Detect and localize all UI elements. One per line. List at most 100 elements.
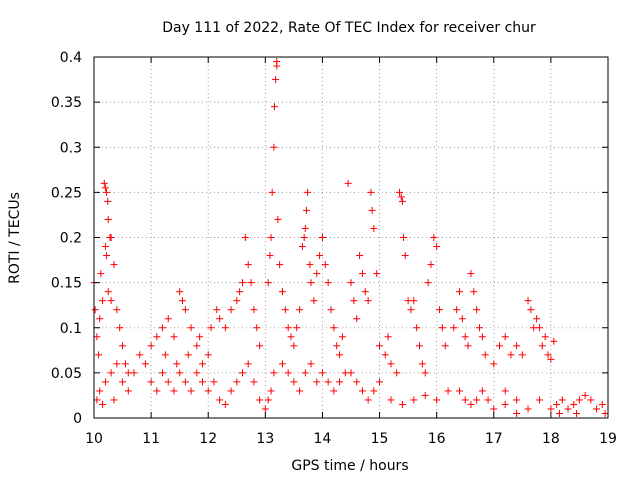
data-point: [364, 396, 372, 404]
data-point: [113, 360, 121, 368]
data-point: [298, 243, 306, 251]
data-point: [264, 396, 272, 404]
data-point: [598, 400, 606, 408]
data-point: [367, 188, 375, 196]
data-point: [601, 409, 609, 417]
data-point: [424, 279, 432, 287]
data-point: [410, 396, 418, 404]
data-point: [481, 351, 489, 359]
data-point: [213, 306, 221, 314]
data-point: [490, 360, 498, 368]
data-point: [250, 378, 258, 386]
data-point: [290, 342, 298, 350]
data-point: [233, 378, 241, 386]
data-point: [93, 333, 101, 341]
data-point: [350, 297, 358, 305]
data-point: [210, 378, 218, 386]
data-point: [564, 405, 572, 413]
data-point: [333, 342, 341, 350]
data-point: [264, 279, 272, 287]
y-tick-label: 0.05: [51, 366, 82, 382]
data-point: [307, 360, 315, 368]
data-point: [253, 324, 261, 332]
data-point: [384, 333, 392, 341]
data-point: [501, 400, 509, 408]
data-point: [393, 369, 401, 377]
data-point: [107, 297, 115, 305]
data-point: [97, 270, 105, 278]
x-tick-label: 11: [142, 431, 160, 447]
y-tick-label: 0.4: [60, 50, 82, 66]
data-point: [93, 396, 101, 404]
data-point: [164, 378, 172, 386]
data-point: [347, 279, 355, 287]
data-point: [104, 288, 112, 296]
x-tick-label: 10: [85, 431, 103, 447]
data-point: [101, 184, 109, 192]
x-axis-label: GPS time / hours: [291, 458, 408, 474]
data-point: [276, 261, 284, 269]
data-point: [96, 315, 104, 323]
data-point: [524, 297, 532, 305]
data-point: [187, 324, 195, 332]
x-tick-label: 17: [485, 431, 503, 447]
data-point: [267, 234, 275, 241]
data-point: [99, 400, 107, 408]
data-point: [397, 193, 405, 201]
data-point: [270, 369, 278, 377]
data-point: [103, 188, 111, 196]
data-point: [453, 306, 461, 314]
data-point: [407, 306, 415, 314]
data-point: [204, 351, 212, 359]
data-point: [513, 396, 521, 404]
data-point: [581, 391, 589, 399]
data-point: [176, 288, 184, 296]
data-point: [270, 143, 278, 151]
x-tick-label: 16: [428, 431, 446, 447]
y-tick-label: 0.2: [60, 231, 82, 247]
data-point: [310, 297, 318, 305]
data-point: [413, 324, 421, 332]
data-point: [284, 324, 292, 332]
data-point: [241, 234, 249, 241]
data-point: [461, 333, 469, 341]
data-point: [193, 369, 201, 377]
data-point: [558, 396, 566, 404]
x-tick-label: 18: [542, 431, 560, 447]
data-point: [147, 378, 155, 386]
data-point: [410, 297, 418, 305]
data-point: [199, 378, 207, 386]
data-point: [116, 324, 124, 332]
data-point: [324, 378, 332, 386]
data-point: [101, 243, 109, 251]
data-point: [316, 252, 324, 260]
data-point: [373, 270, 381, 278]
data-point: [541, 333, 549, 341]
tick-layer: [93, 56, 609, 419]
data-point: [456, 288, 464, 296]
y-tick-label: 0.25: [51, 185, 82, 201]
data-point: [296, 306, 304, 314]
data-point: [470, 288, 478, 296]
data-point: [401, 252, 409, 260]
data-point: [327, 306, 335, 314]
data-point: [153, 333, 161, 341]
data-point: [476, 324, 483, 332]
x-tick-label: 15: [371, 431, 389, 447]
data-point: [216, 396, 224, 404]
data-point: [278, 360, 286, 368]
data-point: [233, 297, 241, 305]
data-point: [330, 324, 338, 332]
data-point: [261, 405, 269, 413]
data-point: [464, 342, 472, 350]
data-point: [336, 378, 344, 386]
data-point: [381, 351, 389, 359]
data-point: [238, 369, 246, 377]
data-point: [438, 324, 446, 332]
data-point: [221, 324, 229, 332]
data-point: [207, 324, 215, 332]
data-point: [547, 405, 555, 413]
data-point: [353, 378, 361, 386]
data-point: [518, 351, 526, 359]
